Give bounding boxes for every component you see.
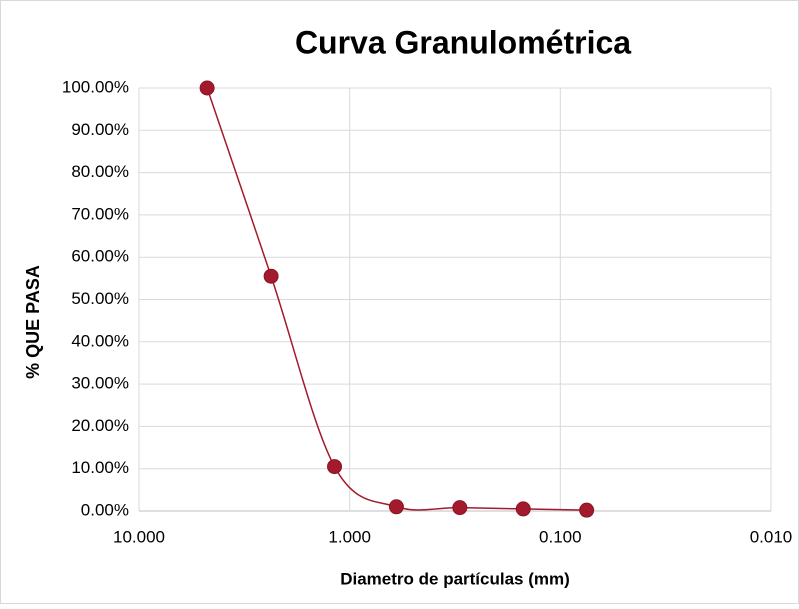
- data-point: [199, 80, 215, 96]
- x-tick-label: 1.000: [328, 527, 371, 546]
- data-point: [579, 502, 595, 518]
- y-tick-label: 100.00%: [62, 77, 129, 96]
- x-tick-label: 0.010: [750, 527, 793, 546]
- y-tick-label: 70.00%: [71, 204, 129, 223]
- y-tick-label: 80.00%: [71, 162, 129, 181]
- chart-title: Curva Granulométrica: [295, 24, 631, 60]
- y-tick-label: 40.00%: [71, 331, 129, 350]
- data-point: [452, 500, 468, 516]
- y-tick-label: 10.00%: [71, 458, 129, 477]
- y-tick-label: 60.00%: [71, 247, 129, 266]
- y-tick-label: 50.00%: [71, 289, 129, 308]
- data-point: [388, 499, 404, 515]
- data-line: [206, 87, 587, 511]
- y-axis-label: % QUE PASA: [23, 265, 43, 379]
- x-tick-label: 10.000: [113, 527, 165, 546]
- y-tick-label: 0.00%: [81, 500, 129, 519]
- data-point: [515, 501, 531, 517]
- y-tick-label: 90.00%: [71, 120, 129, 139]
- y-tick-label: 30.00%: [71, 374, 129, 393]
- x-tick-label: 0.100: [539, 527, 582, 546]
- data-point: [327, 459, 343, 475]
- data-point: [263, 268, 279, 284]
- x-axis-label: Diametro de partículas (mm): [340, 569, 570, 588]
- y-tick-label: 20.00%: [71, 416, 129, 435]
